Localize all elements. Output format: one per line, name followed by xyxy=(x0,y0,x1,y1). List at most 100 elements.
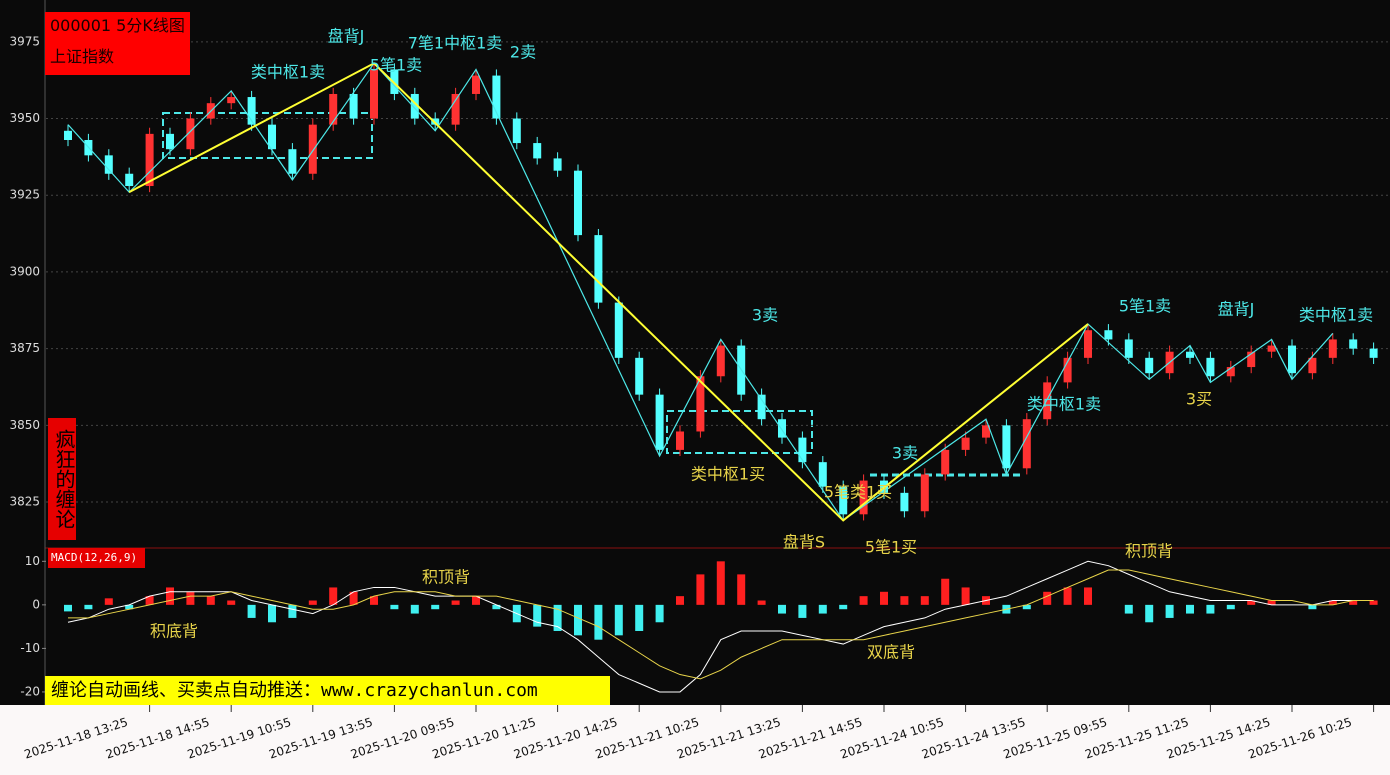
macd-bar xyxy=(941,578,950,605)
candle-body xyxy=(655,394,664,450)
candle-body xyxy=(553,158,562,171)
x-axis-band xyxy=(0,705,1390,775)
signal-label: 5笔1卖 xyxy=(1119,297,1171,316)
y-tick-label: -10 xyxy=(20,641,40,655)
macd-bar xyxy=(166,587,174,605)
candle-body xyxy=(390,69,399,94)
candle-body xyxy=(1288,345,1296,374)
candle-body xyxy=(268,124,276,150)
y-tick-label: 3825 xyxy=(9,495,40,509)
y-tick-label: -20 xyxy=(20,684,40,698)
macd-bar xyxy=(696,574,705,605)
macd-bar xyxy=(186,591,195,605)
macd-bar xyxy=(574,604,582,636)
candle-body xyxy=(1104,330,1113,340)
macd-bar xyxy=(349,591,358,605)
signal-label: 盘背J xyxy=(328,27,365,46)
macd-bar xyxy=(247,604,256,618)
divergence-label: 积顶背 xyxy=(1125,542,1173,561)
macd-bar xyxy=(431,604,440,610)
candle-body xyxy=(778,419,786,438)
candle-body xyxy=(1267,345,1276,352)
candle-body xyxy=(166,133,174,150)
macd-bar xyxy=(451,600,460,605)
macd-bar xyxy=(1308,604,1317,610)
macd-bar xyxy=(1226,604,1235,610)
candle-body xyxy=(533,143,542,159)
stroke-line xyxy=(67,62,1334,522)
macd-bar xyxy=(492,604,501,610)
macd-line xyxy=(67,560,1374,693)
candle-body xyxy=(696,376,705,432)
y-tick-label: 3950 xyxy=(9,111,40,125)
signal-label: 盘背S xyxy=(783,533,825,552)
macd-bar xyxy=(1124,604,1133,614)
macd-line xyxy=(68,569,1374,680)
macd-bar xyxy=(64,604,72,612)
candle-body xyxy=(227,97,236,104)
macd-bar xyxy=(880,591,888,605)
candle-body xyxy=(512,118,521,144)
y-tick-label: 3975 xyxy=(9,34,40,48)
macd-bar xyxy=(635,604,644,631)
macd-bar xyxy=(370,596,378,605)
candle-body xyxy=(1124,339,1133,358)
macd-bar xyxy=(390,604,399,610)
divergence-label: 积底背 xyxy=(150,622,198,641)
candle-body xyxy=(370,69,378,119)
candle-body xyxy=(1084,330,1092,358)
candle-body xyxy=(920,474,929,512)
macd-bar xyxy=(961,587,970,605)
macd-bar xyxy=(737,574,746,605)
candle-body xyxy=(1308,357,1317,374)
signal-label: 2卖 xyxy=(510,43,536,62)
candle-body xyxy=(941,449,950,475)
macd-bar xyxy=(1369,600,1378,605)
candle-body xyxy=(614,302,623,358)
candle-body xyxy=(1328,339,1337,358)
macd-bar xyxy=(104,598,113,605)
macd-bar xyxy=(308,600,317,605)
signal-label: 5笔1卖 xyxy=(370,56,422,75)
signal-label: 5笔1买 xyxy=(865,538,917,557)
macd-bar xyxy=(1247,600,1256,605)
candle-body xyxy=(982,425,990,438)
signal-label: 3卖 xyxy=(892,444,918,463)
y-tick-label: 0 xyxy=(32,597,40,611)
macd-bar xyxy=(1328,600,1337,605)
signal-label: 3买 xyxy=(1186,390,1212,409)
signal-label: 3卖 xyxy=(752,306,778,325)
candle-body xyxy=(410,93,419,119)
candle-body xyxy=(1206,357,1215,377)
macd-bar xyxy=(778,604,786,614)
candle-body xyxy=(1002,425,1011,469)
hub-box xyxy=(666,410,813,454)
candle-body xyxy=(186,118,195,150)
candle-body xyxy=(1043,382,1052,420)
macd-bar xyxy=(410,604,419,614)
macd-title: MACD(12,26,9) xyxy=(48,548,145,568)
candle-body xyxy=(247,97,256,125)
macd-bar xyxy=(1165,604,1174,618)
segment-line xyxy=(128,62,1089,522)
candle-body xyxy=(1247,351,1256,368)
macd-bar xyxy=(859,596,868,605)
promo-banner: 缠论自动画线、买卖点自动推送：www.crazychanlun.com xyxy=(45,676,610,705)
chart-subtitle: 上证指数 xyxy=(50,47,115,66)
macd-bar xyxy=(1063,587,1072,605)
signal-label: 5笔类1买 xyxy=(824,483,892,502)
signal-label: 类中枢1卖 xyxy=(251,63,325,82)
candle-body xyxy=(859,480,868,515)
candle-body xyxy=(757,394,766,420)
candle-body xyxy=(1349,339,1358,349)
candle-body xyxy=(594,235,603,303)
macd-bar xyxy=(84,604,93,610)
candle-body xyxy=(1186,351,1194,358)
candle-body xyxy=(104,155,113,174)
macd-bar xyxy=(1043,591,1052,605)
macd-bar xyxy=(818,604,827,614)
candle-body xyxy=(1145,357,1154,374)
